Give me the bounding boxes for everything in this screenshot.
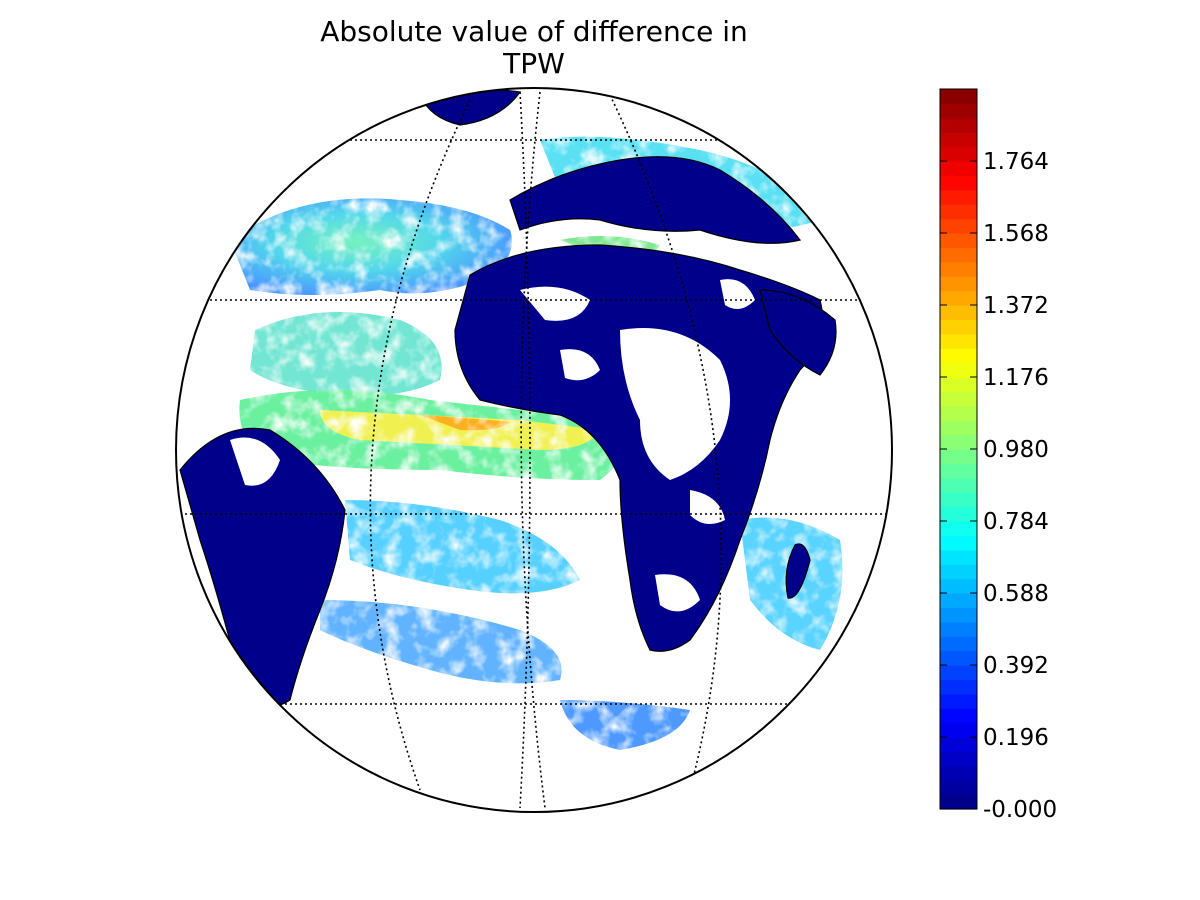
- colorbar-tick-label: 0.588: [983, 581, 1049, 607]
- missing-data-over-land: [230, 279, 755, 612]
- colorbar-tick-label: 0.196: [983, 725, 1049, 751]
- colorbar-level: [940, 593, 977, 608]
- colorbar-level: [940, 492, 977, 508]
- colorbar-tick-label: -0.000: [983, 797, 1057, 823]
- colorbar-level: [940, 463, 977, 479]
- colorbar-level: [940, 391, 977, 407]
- graticule-lines: [176, 91, 892, 809]
- colorbar-level: [940, 665, 977, 680]
- colorbar-level: [940, 722, 977, 738]
- madagascar-landmass: [785, 543, 811, 599]
- colorbar-level: [940, 650, 977, 666]
- colorbar-level: [940, 290, 977, 306]
- chart-title-line-1: Absolute value of difference in: [320, 15, 748, 48]
- colorbar-level: [940, 348, 977, 364]
- colorbar-tick-label: 1.176: [983, 365, 1049, 391]
- colorbar-tick-label: 1.764: [983, 149, 1049, 175]
- colorbar-level: [940, 794, 977, 810]
- colorbar-level: [940, 679, 977, 695]
- colorbar-level: [940, 693, 977, 709]
- colorbar-level: [940, 751, 977, 767]
- colorbar-level: [940, 708, 977, 724]
- colorbar: -0.000 0.196 0.392 0.588 0.784 0.980 1.176 1.37…: [939, 88, 1057, 823]
- colorbar-level: [940, 218, 977, 234]
- colorbar-level: [940, 449, 977, 464]
- colorbar-level: [940, 521, 977, 536]
- colorbar-level: [940, 247, 977, 263]
- colorbar-level: [940, 89, 977, 104]
- colorbar-level: [940, 161, 977, 176]
- colorbar-level: [940, 189, 977, 205]
- colorbar-level: [940, 477, 977, 493]
- colorbar-level: [940, 333, 977, 349]
- colorbar-level: [940, 607, 977, 623]
- colorbar-level: [940, 420, 977, 436]
- colorbar-level: [940, 434, 977, 450]
- europe-landmass: [509, 156, 802, 244]
- africa-landmass: [454, 244, 824, 652]
- colorbar-level: [940, 737, 977, 752]
- colorbar-level: [940, 305, 977, 320]
- globe-outline: [175, 87, 893, 813]
- colorbar-level: [940, 578, 977, 594]
- colorbar-level: [940, 276, 977, 292]
- land-masses: [179, 88, 837, 708]
- colorbar-level: [940, 377, 977, 392]
- colorbar-level: [940, 765, 977, 781]
- colorbar-level: [940, 549, 977, 565]
- colorbar-tick-label: 0.980: [983, 437, 1049, 463]
- chart-title-line-2: TPW: [503, 47, 565, 80]
- colorbar-level: [940, 319, 977, 335]
- colorbar-gradient: [940, 89, 977, 810]
- colorbar-level: [940, 564, 977, 580]
- colorbar-level: [940, 636, 977, 652]
- colorbar-level: [940, 204, 977, 220]
- colorbar-level: [940, 175, 977, 191]
- colorbar-tick-label: 1.568: [983, 221, 1049, 247]
- globe-map: [175, 87, 893, 813]
- colorbar-tick-label: 0.392: [983, 653, 1049, 679]
- colorbar-level: [940, 535, 977, 551]
- colorbar-level: [940, 621, 977, 637]
- colorbar-level: [940, 132, 977, 148]
- colorbar-level: [940, 780, 977, 796]
- colorbar-level: [940, 146, 977, 162]
- colorbar-level: [940, 506, 977, 522]
- colorbar-level: [940, 362, 977, 378]
- colorbar-level: [940, 405, 977, 421]
- colorbar-level: [940, 117, 977, 133]
- colorbar-tick-label: 1.372: [983, 293, 1049, 319]
- colorbar-level: [940, 233, 977, 248]
- colorbar-tick-label: 0.784: [983, 509, 1049, 535]
- colorbar-ticks: -0.000 0.196 0.392 0.588 0.784 0.980 1.176 1.37…: [940, 149, 1057, 823]
- arabia-landmass: [759, 289, 837, 376]
- colorbar-level: [940, 103, 977, 119]
- colorbar-level: [940, 261, 977, 277]
- chart-title: Absolute value of difference in TPW: [234, 16, 834, 80]
